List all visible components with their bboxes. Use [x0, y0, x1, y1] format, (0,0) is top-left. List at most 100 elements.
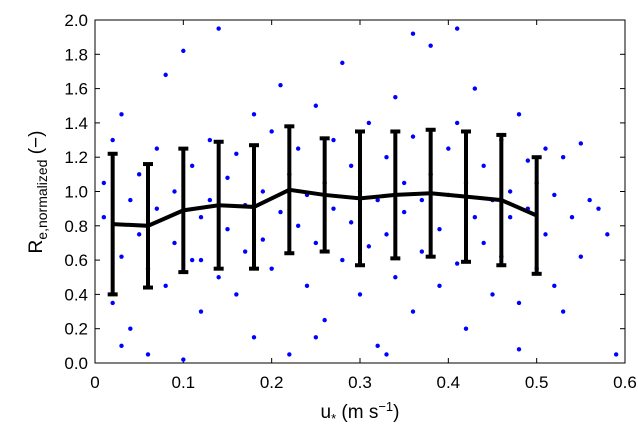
scatter-point	[313, 335, 319, 340]
scatter-point	[569, 215, 575, 220]
error-bar	[107, 151, 118, 297]
y-axis-label: Re,normalized (−)	[26, 131, 50, 254]
y-tick-label: 1.2	[64, 148, 88, 167]
scatter-point	[454, 261, 460, 266]
x-tick-label: 0.2	[260, 373, 284, 392]
scatter-point	[410, 134, 416, 139]
scatter-point	[393, 275, 398, 280]
x-tick-label: 0.5	[525, 373, 549, 392]
scatter-point	[401, 209, 407, 215]
x-tick-label: 0.6	[613, 373, 637, 392]
x-tick-label: 0	[90, 373, 99, 392]
scatter-point	[295, 146, 301, 151]
scatter-point	[375, 343, 380, 349]
scatter-point	[136, 172, 142, 177]
scatter-point	[260, 237, 266, 242]
scatter-point	[181, 357, 186, 362]
scatter-point	[101, 180, 107, 186]
scatter-point	[596, 206, 601, 211]
scatter-point	[172, 240, 177, 246]
scatter-point	[410, 309, 416, 314]
scatter-point	[613, 352, 619, 357]
y-tick-label: 0.6	[64, 251, 88, 270]
x-tick-label: 0.3	[348, 373, 372, 392]
scatter-point	[419, 249, 425, 254]
scatter-point	[384, 352, 389, 357]
scatter-point	[251, 112, 257, 117]
scatter-point	[128, 326, 133, 331]
y-tick-label: 0.8	[64, 217, 88, 236]
scatter-point	[472, 86, 478, 91]
scatter-point	[516, 300, 522, 306]
scatter-point	[340, 60, 345, 66]
scatter-point	[110, 300, 115, 306]
scatter-point	[154, 146, 160, 151]
scatter-point	[348, 220, 354, 225]
scatter-point	[287, 352, 292, 357]
scatter-point	[384, 232, 389, 237]
scatter-point	[242, 249, 248, 254]
scatter-point	[428, 43, 433, 48]
scatter-point	[384, 155, 389, 160]
scatter-point	[181, 48, 186, 54]
x-tick-label: 0.1	[172, 373, 196, 392]
scatter-point	[278, 209, 283, 215]
scatter-point	[278, 82, 283, 88]
scatter-point	[507, 215, 513, 220]
scatter-point	[331, 206, 336, 211]
scatter-point	[172, 189, 177, 194]
x-tick-label: 0.4	[437, 373, 461, 392]
y-tick-label: 0.2	[64, 320, 88, 339]
scatter-point	[101, 215, 107, 220]
scatter-point	[207, 197, 213, 203]
scatter-point	[605, 232, 610, 237]
scatter-point	[578, 141, 584, 146]
scatter-point	[216, 26, 221, 31]
y-tick-label: 2.0	[64, 11, 88, 30]
scatter-point	[136, 232, 142, 237]
scatter-point	[198, 257, 204, 263]
scatter-point	[304, 283, 310, 289]
scatter-point	[366, 244, 372, 249]
scatter-point	[163, 72, 168, 78]
scatter-point	[313, 240, 319, 246]
scatter-point	[322, 317, 327, 323]
scatter-point	[516, 112, 522, 117]
scatter-point	[578, 254, 584, 259]
scatter-point	[560, 309, 566, 314]
scatter-point	[234, 151, 239, 156]
scatter-point	[525, 158, 531, 163]
scatter-point	[331, 137, 336, 143]
scatter-point	[234, 292, 239, 297]
scatter-point	[437, 227, 442, 232]
scatter-point	[119, 343, 124, 349]
scatter-point	[357, 292, 363, 297]
scatter-point	[207, 137, 213, 143]
scatter-point	[154, 206, 160, 211]
scatter-point	[393, 94, 398, 100]
y-tick-label: 1.8	[64, 45, 88, 64]
y-tick-label: 0.0	[64, 354, 88, 373]
scatter-point	[119, 254, 124, 259]
scatter-point	[552, 192, 557, 198]
mean-line	[112, 187, 538, 228]
scatter-point	[587, 197, 592, 203]
scatter-point	[163, 283, 168, 289]
scatter-point	[313, 103, 319, 108]
scatter-point	[481, 240, 486, 246]
scatter-point	[110, 137, 115, 143]
scatter-point	[366, 120, 372, 126]
scatter-point	[189, 163, 195, 168]
scatter-point	[340, 257, 345, 263]
scatter-point	[481, 163, 486, 168]
scatter-point	[419, 197, 425, 203]
scatter-point	[225, 175, 230, 180]
scatter-point	[472, 215, 478, 220]
scatter-point	[552, 283, 557, 289]
scatter-point	[401, 180, 407, 186]
scatter-point	[348, 163, 354, 168]
scatter-point	[560, 155, 566, 160]
x-axis-label: u* (m s−1)	[320, 399, 399, 426]
y-tick-label: 1.6	[64, 80, 88, 99]
